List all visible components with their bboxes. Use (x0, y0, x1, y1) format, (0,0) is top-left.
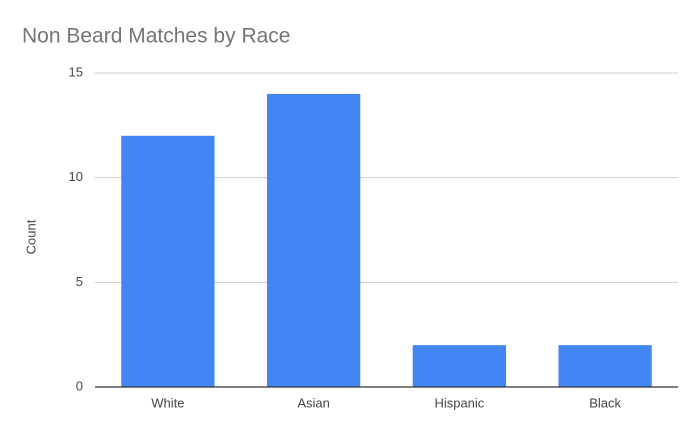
chart-title: Non Beard Matches by Race (22, 25, 290, 48)
x-tick-label: Asian (297, 395, 330, 410)
bar (266, 93, 361, 387)
bar (412, 345, 507, 387)
y-tick-label: 5 (76, 274, 83, 289)
bar (558, 345, 652, 387)
y-tick-label: 15 (69, 64, 83, 79)
y-tick-label: 0 (76, 378, 83, 393)
bar (121, 135, 215, 387)
x-tick-label: White (151, 395, 184, 410)
x-tick-label: Black (589, 395, 621, 410)
y-tick-label: 10 (69, 169, 83, 184)
x-tick-label: Hispanic (434, 395, 484, 410)
y-axis-label: Count (23, 219, 38, 254)
